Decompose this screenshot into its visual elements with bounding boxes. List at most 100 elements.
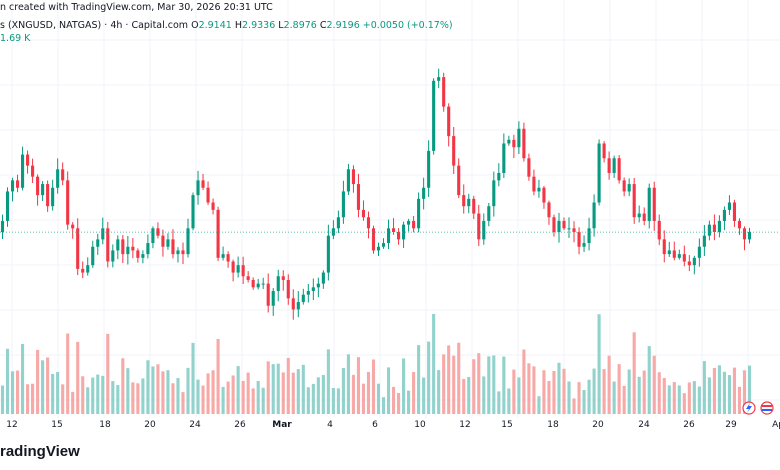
volume-bar — [266, 361, 270, 414]
x-axis-label: 18 — [99, 420, 111, 430]
candle-body — [647, 187, 651, 221]
volume-bar — [41, 360, 45, 414]
candle-body — [96, 239, 100, 247]
candle-body — [316, 283, 320, 288]
volume-bar — [331, 388, 335, 414]
candle-body — [206, 187, 210, 203]
x-axis-label: 26 — [234, 420, 246, 430]
volume-bar — [171, 383, 175, 414]
volume-bar — [582, 390, 586, 414]
candle-body — [472, 198, 476, 214]
high-value: 2.9336 — [242, 20, 276, 31]
candle-body — [221, 254, 225, 258]
price-chart[interactable]: 12 15 18 20 24 26 Mar 4 6 10 12 15 18 20 24 26 29 Ap — [0, 0, 780, 440]
volume-bar — [116, 385, 120, 414]
candle-body — [502, 143, 506, 173]
high-label: H — [234, 20, 243, 31]
candle-body — [432, 80, 436, 151]
volume-bar — [707, 377, 711, 414]
volume-bar — [286, 357, 290, 414]
candle-body — [226, 254, 230, 262]
candle-body — [492, 180, 496, 207]
volume-bar — [712, 367, 716, 414]
candle-body — [732, 202, 737, 221]
volume-bar — [126, 368, 130, 414]
candle-body — [61, 169, 65, 181]
candle-body — [462, 195, 466, 207]
candle-body — [617, 158, 621, 181]
volume-bar — [241, 380, 245, 414]
volume-bar — [46, 357, 50, 414]
volume-bar — [622, 385, 626, 414]
candle-body — [101, 228, 105, 240]
candle-body — [632, 184, 636, 218]
volume-bar — [381, 397, 386, 414]
tradingview-logo: radingView — [0, 443, 80, 460]
volume-bar — [81, 376, 85, 414]
volume-bar — [156, 364, 160, 414]
volume-bar — [557, 362, 561, 414]
candle-body — [477, 213, 481, 240]
candle-body — [56, 169, 60, 188]
candle-body — [677, 254, 681, 258]
change-value: +0.0050 (+0.17%) — [362, 20, 453, 31]
volume-bar — [376, 383, 381, 414]
volume-bar — [487, 356, 491, 414]
volume-bar — [472, 359, 476, 414]
volume-bar — [5, 348, 10, 414]
candle-body — [522, 128, 526, 159]
flag-icon — [760, 401, 774, 415]
volume-bar — [577, 382, 581, 414]
volume-bar — [682, 393, 686, 414]
candle-body — [391, 228, 396, 232]
candle-body — [31, 165, 35, 177]
volume-bar — [537, 396, 541, 414]
volume-bar — [201, 385, 205, 414]
x-axis-label: 10 — [414, 420, 426, 430]
candle-body — [737, 220, 742, 229]
volume-bar — [271, 364, 275, 414]
candle-body — [21, 154, 25, 188]
candle-body — [341, 191, 345, 218]
volume-bar — [226, 381, 230, 414]
volume-bar — [662, 377, 666, 414]
candle-body — [106, 228, 110, 262]
volume-bar — [502, 356, 506, 414]
candle-body — [291, 298, 295, 310]
volume-bar — [592, 368, 596, 414]
candle-body — [687, 261, 691, 266]
candle-body — [381, 243, 386, 247]
volume-bar — [196, 379, 200, 414]
volume-bar — [422, 377, 426, 414]
x-axis-label: Ap — [772, 420, 780, 430]
candle-body — [407, 220, 411, 225]
candle-body — [15, 180, 20, 188]
candle-body — [201, 180, 205, 188]
candle-body — [131, 246, 135, 251]
volume-bar — [296, 369, 300, 414]
candle-body — [386, 228, 391, 244]
candle-body — [151, 228, 155, 244]
candle-body — [346, 169, 350, 192]
candle-body — [607, 158, 611, 173]
volume-bar — [642, 370, 646, 414]
volume-bar — [647, 346, 651, 414]
candle-body — [296, 302, 300, 310]
x-axis-label: 15 — [501, 420, 512, 430]
open-value: 2.9141 — [198, 20, 232, 31]
volume-bar — [477, 353, 481, 414]
symbol-legend: s (XNGUSD, NATGAS) · 4h · Capital.com O2… — [0, 20, 453, 31]
candle-body — [66, 180, 70, 225]
volume-bar — [627, 369, 631, 414]
volume-bar — [467, 376, 471, 414]
candle-body — [742, 228, 747, 240]
volume-bar — [66, 333, 70, 414]
x-axis-label: 15 — [51, 420, 62, 430]
x-axis-label: 12 — [6, 420, 17, 430]
candle-body — [81, 268, 85, 273]
candle-body — [512, 139, 516, 148]
candle-body — [306, 291, 310, 295]
candle-body — [602, 143, 606, 159]
volume-bar — [291, 372, 295, 414]
volume-bar — [547, 381, 551, 414]
